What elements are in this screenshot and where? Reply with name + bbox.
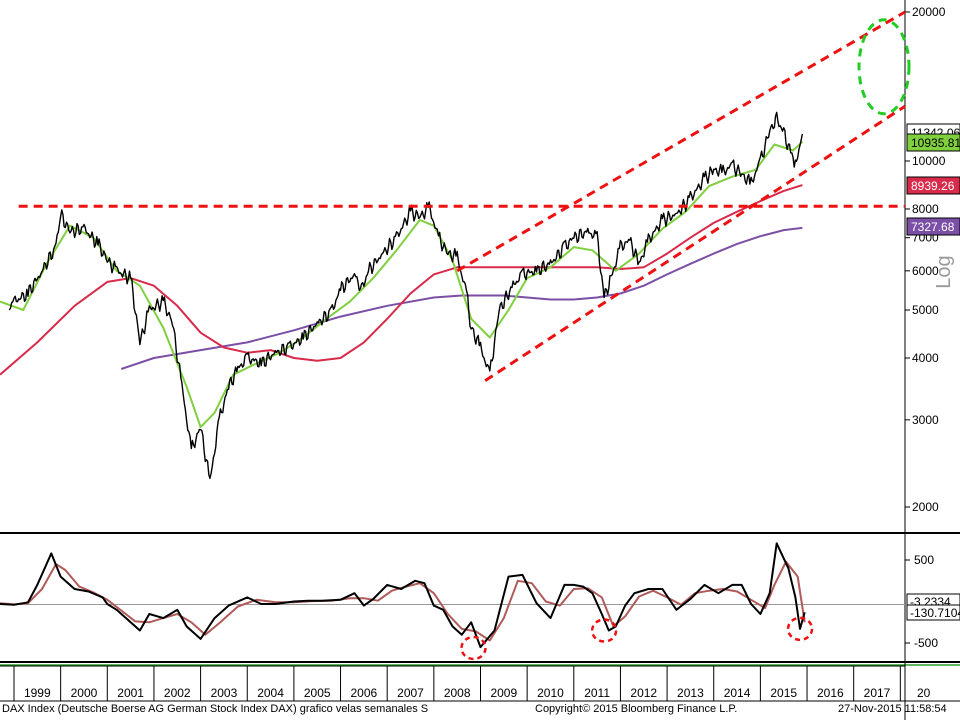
price-tick-label: 3000: [912, 413, 939, 427]
osc-value-text: -130.7104: [910, 606, 960, 620]
target-ellipse: [857, 18, 911, 116]
year-label: 2010: [537, 686, 564, 700]
year-label: 20: [917, 686, 931, 700]
oscillator-signal-line: [0, 560, 806, 642]
osc-tick-label: 500: [914, 553, 934, 567]
price-label-box: [906, 176, 960, 195]
oscillator-panel: 500-500-3.2334-130.7104: [0, 542, 960, 661]
channel-lower-line: [484, 105, 906, 382]
ma-short-line: [0, 141, 804, 429]
year-label: 2009: [490, 686, 517, 700]
price-tick-label: 2000: [912, 500, 939, 514]
year-label: 2015: [770, 686, 797, 700]
year-label: 2001: [117, 686, 144, 700]
osc-value-box: [906, 604, 960, 621]
price-label-text: 7327.68: [911, 220, 955, 234]
oscillator-low-circle: [460, 635, 487, 661]
time-axis: 1999 2000 2001 2002 2003 2004 2005 2006 2007 2008…: [0, 665, 960, 702]
year-label: 1999: [24, 686, 51, 700]
channel-upper-line: [456, 10, 906, 273]
year-label: 2007: [397, 686, 424, 700]
year-label: 2017: [864, 686, 891, 700]
year-label: 2003: [211, 686, 238, 700]
year-label: 2014: [724, 686, 751, 700]
annotation-layer: [18, 10, 911, 382]
year-label: 2005: [304, 686, 331, 700]
ma-long-line: [120, 226, 803, 370]
year-label: 2016: [817, 686, 844, 700]
price-tick-label: 8000: [912, 202, 939, 216]
price-tick-label: 4000: [912, 351, 939, 365]
price-tick-label: 20000: [912, 5, 946, 19]
year-label: 2012: [630, 686, 657, 700]
year-label: 2002: [164, 686, 191, 700]
price-label-box: [906, 133, 960, 152]
price-label: 7327.68: [906, 217, 960, 236]
oscillator-low-circle: [786, 616, 814, 642]
year-label: 2013: [677, 686, 704, 700]
price-tick-label: 6000: [912, 264, 939, 278]
year-label: 2006: [351, 686, 378, 700]
price-tick-label: 5000: [912, 303, 939, 317]
year-label: 2004: [257, 686, 284, 700]
price-label: 8939.26: [906, 176, 960, 195]
footer-copyright: Copyright© 2015 Bloomberg Finance L.P.: [535, 703, 738, 715]
log-scale-label: Log: [933, 255, 955, 288]
footer-title: DAX Index (Deutsche Boerse AG German Sto…: [2, 703, 429, 715]
price-label: 10935.81: [906, 133, 960, 152]
year-label: 2011: [584, 686, 610, 700]
price-tick-label: 10000: [912, 154, 946, 168]
osc-tick-label: -500: [914, 636, 938, 650]
year-label: 2000: [71, 686, 98, 700]
osc-value-label: -130.7104: [906, 604, 960, 621]
dax-price-line: [8, 111, 804, 479]
ma-medium-line: [0, 184, 803, 376]
oscillator-low-circle: [590, 618, 618, 643]
footer-timestamp: 27-Nov-2015 11:58:54: [838, 703, 947, 715]
oscillator-line: [0, 542, 806, 649]
price-label-text: 8939.26: [911, 179, 955, 193]
year-label: 2008: [444, 686, 471, 700]
price-label-box: [906, 217, 960, 236]
price-label-text: 10935.81: [911, 136, 960, 150]
